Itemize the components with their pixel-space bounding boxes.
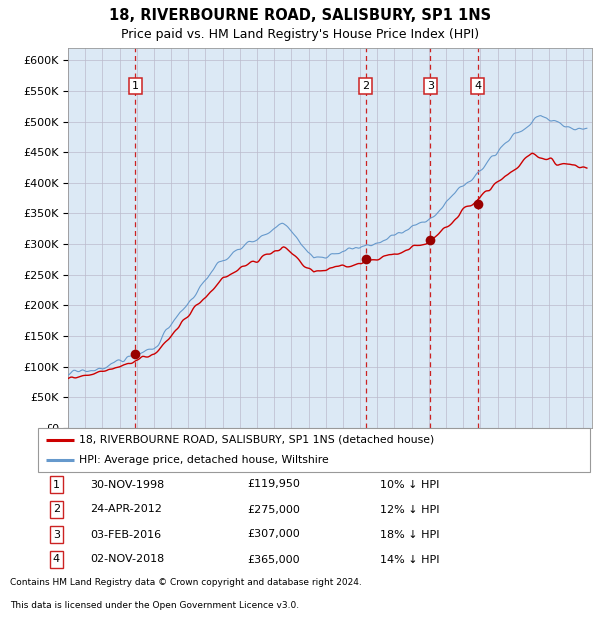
Text: 10% ↓ HPI: 10% ↓ HPI bbox=[380, 479, 440, 490]
Text: 2: 2 bbox=[362, 81, 369, 91]
Text: 30-NOV-1998: 30-NOV-1998 bbox=[91, 479, 164, 490]
Text: 3: 3 bbox=[53, 529, 60, 539]
Text: 14% ↓ HPI: 14% ↓ HPI bbox=[380, 554, 440, 564]
Text: This data is licensed under the Open Government Licence v3.0.: This data is licensed under the Open Gov… bbox=[10, 601, 299, 609]
Text: 1: 1 bbox=[53, 479, 60, 490]
Text: £275,000: £275,000 bbox=[248, 505, 301, 515]
Text: £365,000: £365,000 bbox=[248, 554, 301, 564]
Text: 2: 2 bbox=[53, 505, 60, 515]
Text: Contains HM Land Registry data © Crown copyright and database right 2024.: Contains HM Land Registry data © Crown c… bbox=[10, 578, 362, 587]
Text: 03-FEB-2016: 03-FEB-2016 bbox=[91, 529, 161, 539]
Text: Price paid vs. HM Land Registry's House Price Index (HPI): Price paid vs. HM Land Registry's House … bbox=[121, 28, 479, 41]
Text: 4: 4 bbox=[474, 81, 481, 91]
FancyBboxPatch shape bbox=[38, 428, 590, 472]
Text: £307,000: £307,000 bbox=[248, 529, 301, 539]
Text: 1: 1 bbox=[132, 81, 139, 91]
Text: 18, RIVERBOURNE ROAD, SALISBURY, SP1 1NS (detached house): 18, RIVERBOURNE ROAD, SALISBURY, SP1 1NS… bbox=[79, 435, 434, 445]
Text: £119,950: £119,950 bbox=[248, 479, 301, 490]
Text: 3: 3 bbox=[427, 81, 434, 91]
Text: 12% ↓ HPI: 12% ↓ HPI bbox=[380, 505, 440, 515]
Text: 4: 4 bbox=[53, 554, 60, 564]
Text: 18% ↓ HPI: 18% ↓ HPI bbox=[380, 529, 440, 539]
Text: 18, RIVERBOURNE ROAD, SALISBURY, SP1 1NS: 18, RIVERBOURNE ROAD, SALISBURY, SP1 1NS bbox=[109, 8, 491, 23]
Text: HPI: Average price, detached house, Wiltshire: HPI: Average price, detached house, Wilt… bbox=[79, 455, 329, 465]
Text: 24-APR-2012: 24-APR-2012 bbox=[91, 505, 163, 515]
Text: 02-NOV-2018: 02-NOV-2018 bbox=[91, 554, 164, 564]
